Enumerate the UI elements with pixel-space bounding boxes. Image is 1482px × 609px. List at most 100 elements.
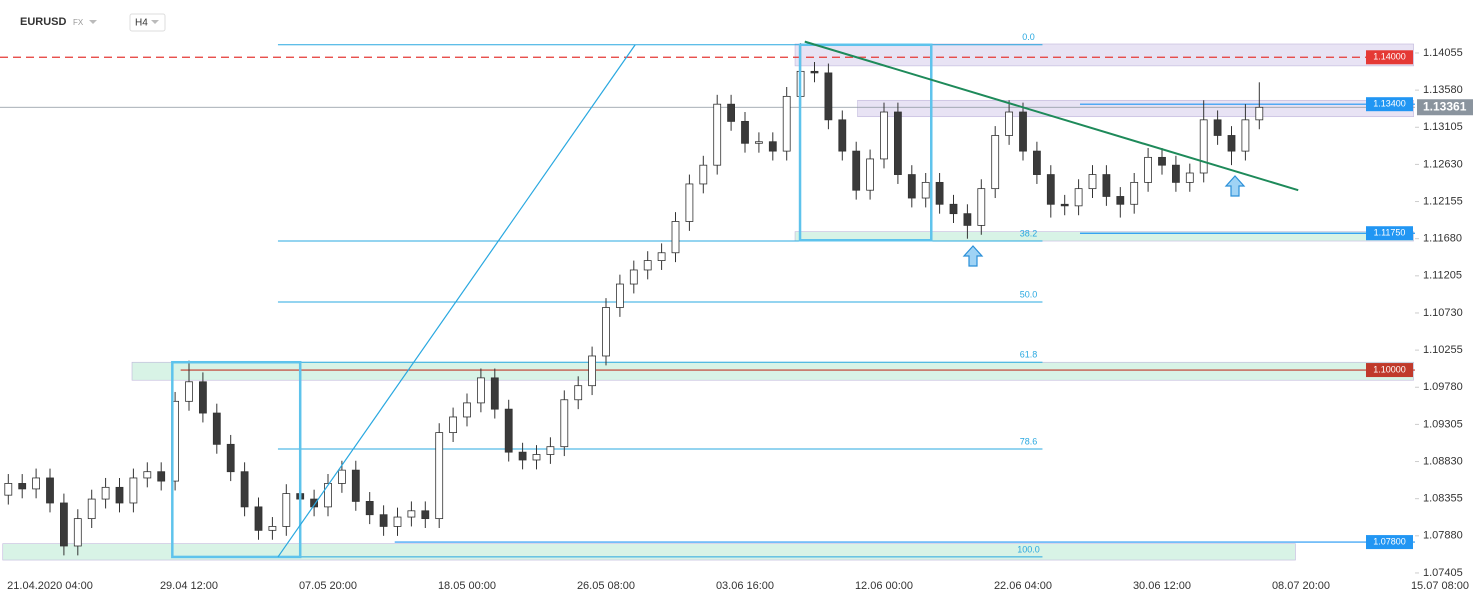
x-tick-label: 29.04 12:00 [160,580,218,592]
y-tick-label: 1.07880 [1423,530,1463,542]
candle-body [1227,135,1236,152]
candle-body [560,399,569,448]
x-tick-label: 30.06 12:00 [1133,580,1191,592]
fib-label: 78.6 [1020,436,1038,446]
x-tick-label: 07.05 20:00 [299,580,357,592]
level-tag [1366,50,1413,65]
dropdown-caret[interactable] [151,20,159,24]
candle-body [755,141,763,144]
candle-body [588,355,596,387]
candle-body [1019,111,1027,152]
candle-body [810,70,819,74]
candle-body [1172,164,1180,183]
candle-body [852,150,861,191]
fib-label: 0.0 [1022,32,1035,42]
candle-body [435,432,444,520]
candle-body [616,283,624,308]
candle-body [866,158,874,191]
candle-body [1185,172,1194,183]
up-arrow [1224,175,1246,197]
candle-body [574,385,583,401]
y-tick-label: 1.13105 [1423,121,1463,133]
fib-label: 100.0 [1017,544,1040,554]
candle-body [240,471,249,508]
candle-body [768,141,777,152]
y-tick-label: 1.08355 [1423,493,1463,505]
candle-body [101,486,110,500]
candle-body [1199,119,1208,174]
level-label: 1.10000 [1373,364,1406,374]
zone [794,231,1414,242]
candle-body [518,451,527,461]
y-tick-label: 1.12630 [1423,158,1463,170]
candle-body [198,381,207,414]
x-tick-label: 03.06 16:00 [716,580,774,592]
candle-body [935,181,944,205]
candle-body [393,516,402,527]
timeframe-box[interactable] [129,13,166,32]
candle-body [1241,119,1250,152]
candle-body [741,120,749,144]
y-tick-label: 1.14055 [1423,47,1463,59]
candle-body [490,377,499,410]
candle-body [991,135,1000,190]
candle-body [1102,174,1111,197]
candle-body [963,213,972,226]
candle-body [727,103,735,122]
candle-body [379,514,388,527]
level-tag [1366,226,1413,241]
symbol[interactable]: EURUSD [20,16,67,28]
candle-body [254,506,263,531]
candle-body [32,477,40,490]
candle-body [546,446,555,455]
y-tick-label: 1.09780 [1423,381,1463,393]
y-tick-label: 1.08830 [1423,455,1463,467]
candle-body [1046,174,1055,205]
candle-body [324,483,332,508]
y-tick-label: 1.10730 [1423,307,1463,319]
candle-body [1060,203,1069,207]
dropdown-caret[interactable] [89,20,97,24]
y-tick-label: 1.12155 [1423,195,1463,207]
candle-body [73,518,82,547]
y-tick-label: 1.09305 [1423,418,1463,430]
level-tag [1366,363,1413,378]
candle-body [1213,119,1222,136]
candle-body [268,526,277,531]
candle-body [504,408,513,453]
candle-body [602,307,610,357]
candle-body [907,174,916,199]
candle-body [713,103,722,166]
level-tag [1366,97,1413,112]
candle-body [365,501,374,516]
timeframe[interactable]: H4 [135,18,148,29]
candle-body [282,493,291,527]
x-tick-label: 26.05 08:00 [577,580,635,592]
candle-body [671,221,680,254]
x-tick-label: 15.07 08:00 [1411,580,1469,592]
candle-body [421,510,430,520]
x-tick-label: 12.06 00:00 [855,580,913,592]
candle-body [1074,188,1083,207]
zone [2,543,1296,561]
candle-body [949,203,958,215]
candle-body [212,412,221,445]
level-label: 1.07800 [1373,536,1406,546]
candle-body [18,483,27,490]
candle-body [643,260,652,271]
candle-body [226,443,235,473]
candle-body [87,498,96,520]
x-tick-label: 22.06 04:00 [994,580,1052,592]
candle-body [143,471,152,479]
candle-body [824,72,833,121]
candle-body [129,477,138,504]
y-tick-label: 1.11680 [1423,233,1462,245]
candle-body [407,510,416,518]
trendline [277,44,636,558]
candle-body [880,111,888,160]
candle-body [977,188,986,226]
candle-body [894,111,902,175]
fib-label: 61.8 [1020,350,1038,360]
x-tick-label: 21.04.2020 04:00 [7,580,93,592]
